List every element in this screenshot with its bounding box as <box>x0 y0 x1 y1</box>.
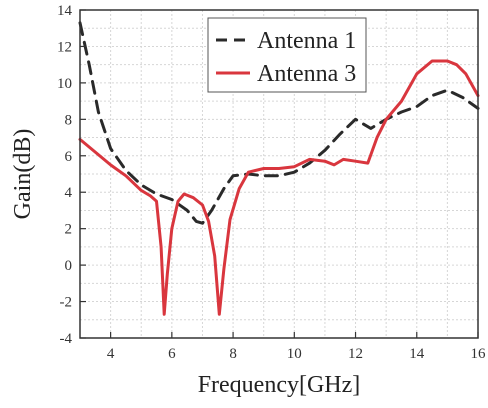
y-tick-label: 4 <box>65 185 73 201</box>
legend-box <box>207 17 367 93</box>
ticks: 4 6 8 10 12 14 16 -4 -2 0 2 4 6 8 10 12 14 <box>57 3 486 362</box>
x-tick-label: 4 <box>107 346 115 362</box>
y-axis-label: Gain(dB) <box>10 129 36 220</box>
y-tick-label: 14 <box>57 3 73 19</box>
series-layer <box>78 21 480 316</box>
x-axis-label: Frequency[GHz] <box>198 372 361 398</box>
x-tick-label: 6 <box>168 346 176 362</box>
grid <box>79 9 479 339</box>
x-tick-label: 10 <box>287 346 302 362</box>
x-tick-label: 8 <box>229 346 237 362</box>
x-tick-label: 16 <box>471 346 487 362</box>
legend-label-antenna-1: Antenna 1 <box>257 28 356 54</box>
y-tick-label: 8 <box>65 112 73 128</box>
y-tick-label: -2 <box>60 295 73 311</box>
y-tick-label: 12 <box>57 39 72 55</box>
y-tick-label: 10 <box>57 76 72 92</box>
series-line-antenna-1 <box>78 21 480 225</box>
y-tick-label: -4 <box>60 331 73 347</box>
y-tick-label: 6 <box>65 149 73 165</box>
y-tick-label: 2 <box>65 222 73 238</box>
x-tick-label: 12 <box>348 346 363 362</box>
legend: Antenna 1 Antenna 3 <box>207 17 367 93</box>
legend-label-antenna-3: Antenna 3 <box>257 61 356 87</box>
x-tick-label: 14 <box>409 346 425 362</box>
plot-frame <box>79 9 479 339</box>
series-line-antenna-3 <box>78 59 480 316</box>
y-tick-label: 0 <box>65 258 73 274</box>
